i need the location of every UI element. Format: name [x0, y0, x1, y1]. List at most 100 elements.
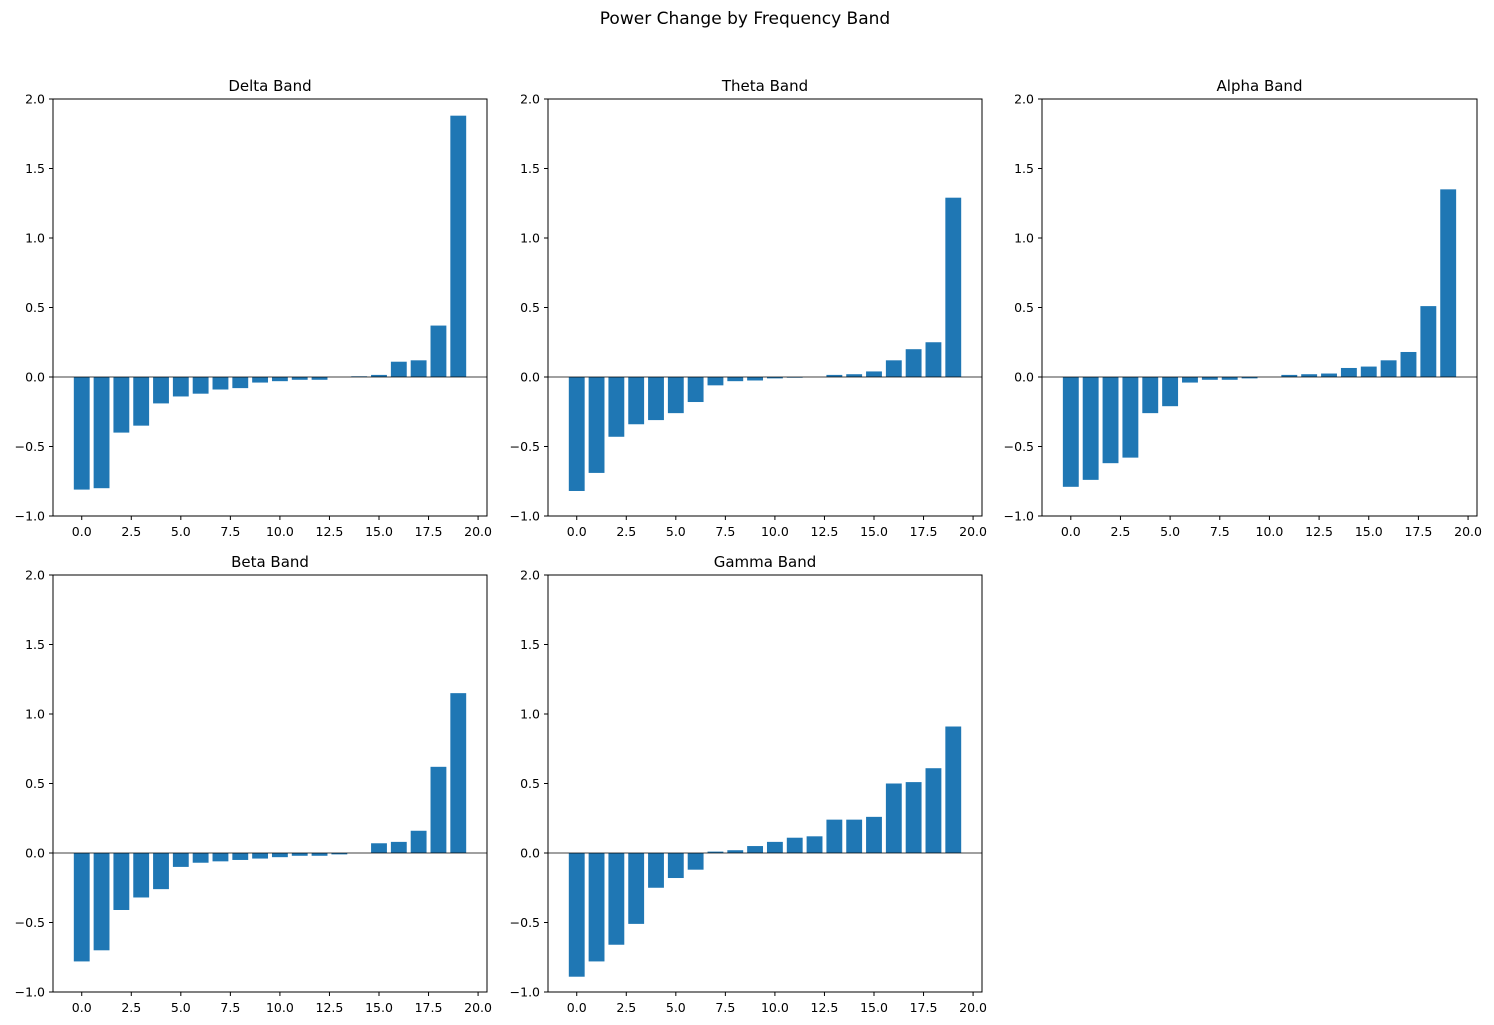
y-tick-label: 2.0 — [520, 568, 540, 583]
bar — [271, 377, 288, 382]
y-tick-label: 1.0 — [520, 707, 540, 722]
x-tick-label: 5.0 — [171, 1000, 191, 1015]
bar — [707, 851, 724, 853]
x-tick-label: 17.5 — [910, 524, 938, 539]
x-tick-label: 10.0 — [761, 524, 789, 539]
bar — [1301, 374, 1318, 377]
bar — [786, 837, 803, 853]
y-tick-label: 1.0 — [25, 707, 45, 722]
bar — [1440, 189, 1457, 377]
y-tick-label: 0.0 — [520, 846, 540, 861]
y-tick-label: 0.0 — [520, 370, 540, 385]
x-tick-label: 12.5 — [316, 1000, 344, 1015]
x-tick-label: 7.5 — [1210, 524, 1230, 539]
y-tick-label: 2.0 — [520, 92, 540, 107]
bar — [73, 853, 90, 962]
x-tick-label: 0.0 — [72, 524, 92, 539]
bar — [291, 853, 308, 856]
bar — [252, 377, 269, 383]
x-tick-label: 12.5 — [811, 524, 839, 539]
y-tick-label: −1.0 — [15, 985, 45, 1000]
bar — [73, 377, 90, 490]
bar — [1082, 377, 1099, 480]
axes-frame — [547, 98, 983, 517]
x-tick-label: 20.0 — [1454, 524, 1482, 539]
bar — [766, 377, 783, 379]
panel-title: Alpha Band — [1217, 77, 1303, 95]
y-tick-label: −0.5 — [510, 915, 540, 930]
x-tick-label: 2.5 — [121, 1000, 141, 1015]
bar — [945, 197, 962, 377]
bar — [766, 841, 783, 853]
y-tick-label: 0.5 — [25, 300, 45, 315]
x-tick-label: 5.0 — [666, 1000, 686, 1015]
bar — [371, 843, 387, 853]
bar — [311, 377, 328, 380]
bar — [1182, 377, 1198, 383]
y-tick-label: 2.0 — [25, 568, 45, 583]
bar — [608, 853, 625, 945]
figure-title: Power Change by Frequency Band — [600, 9, 890, 29]
x-tick-label: 7.5 — [715, 524, 735, 539]
bar — [667, 377, 684, 414]
bar — [113, 853, 130, 910]
bar — [648, 853, 664, 888]
panel-title: Theta Band — [721, 77, 808, 95]
bar — [608, 377, 625, 437]
bar — [687, 853, 704, 870]
y-tick-label: 0.5 — [25, 776, 45, 791]
bar — [1201, 377, 1218, 380]
subplot-theta-band: Theta Band −1.0 −0.5 0.0 0.5 1.0 1.5 2.0 0.0 2.5 5… — [510, 77, 987, 539]
bar — [1221, 377, 1238, 380]
bar — [1142, 377, 1159, 414]
x-tick-label: 0.0 — [1061, 524, 1081, 539]
x-tick-label: 17.5 — [415, 1000, 443, 1015]
y-tick-label: 0.5 — [1014, 300, 1034, 315]
x-tick-label: 5.0 — [1160, 524, 1180, 539]
y-tick-label: 0.0 — [1014, 370, 1034, 385]
x-tick-label: 10.0 — [761, 1000, 789, 1015]
bar — [1321, 373, 1337, 377]
y-tick-label: −0.5 — [1004, 439, 1034, 454]
x-tick-label: 0.0 — [72, 1000, 92, 1015]
bar — [252, 853, 269, 859]
bar — [212, 853, 229, 862]
x-tick-label: 20.0 — [959, 1000, 987, 1015]
y-tick-label: 1.0 — [520, 231, 540, 246]
y-tick-label: −0.5 — [510, 439, 540, 454]
bar — [192, 377, 209, 394]
bar — [172, 377, 189, 397]
x-tick-label: 0.0 — [567, 524, 587, 539]
x-tick-label: 5.0 — [171, 524, 191, 539]
bar — [133, 377, 150, 426]
bar — [945, 726, 962, 853]
y-tick-label: 1.0 — [1014, 231, 1034, 246]
bar — [232, 377, 249, 389]
x-tick-label: 15.0 — [1355, 524, 1383, 539]
x-tick-label: 20.0 — [464, 1000, 492, 1015]
bar — [1062, 377, 1079, 487]
x-tick-label: 2.5 — [1111, 524, 1131, 539]
bar — [667, 853, 684, 879]
subplot-delta-band: Delta Band −1.0 −0.5 0.0 0.5 1.0 1.5 2.0 0.0 2.5 5… — [15, 77, 492, 539]
bar — [1360, 366, 1377, 377]
x-tick-label: 7.5 — [715, 1000, 735, 1015]
bar — [390, 361, 407, 377]
panel-title: Beta Band — [231, 553, 309, 571]
bar — [588, 853, 605, 962]
y-tick-label: 1.5 — [520, 161, 540, 176]
bar — [885, 783, 902, 853]
bar — [806, 836, 823, 853]
bar — [687, 377, 704, 403]
y-tick-label: 2.0 — [1014, 92, 1034, 107]
y-tick-label: 0.0 — [25, 846, 45, 861]
x-tick-label: 12.5 — [1305, 524, 1333, 539]
bar — [866, 816, 882, 853]
y-tick-label: 1.0 — [25, 231, 45, 246]
bar — [568, 377, 585, 491]
subplot-alpha-band: Alpha Band −1.0 −0.5 0.0 0.5 1.0 1.5 2.0 0.0 2.5 5… — [1004, 77, 1482, 539]
x-tick-label: 2.5 — [616, 524, 636, 539]
bar — [747, 377, 764, 381]
x-tick-label: 17.5 — [415, 524, 443, 539]
